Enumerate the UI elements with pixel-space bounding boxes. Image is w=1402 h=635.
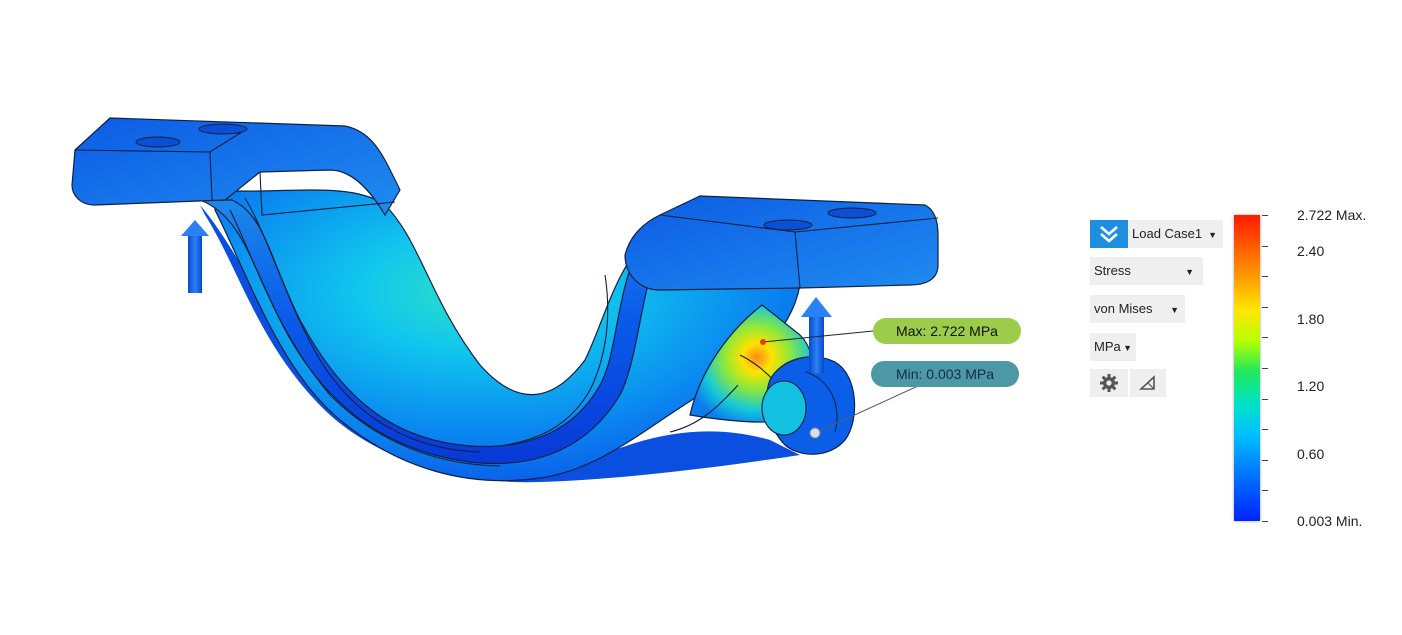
stress-type-dropdown[interactable]: von Mises ▼: [1090, 295, 1185, 323]
double-chevron-check-icon[interactable]: [1090, 220, 1128, 248]
legend-tick-mark: [1262, 368, 1268, 369]
legend-tick-mark: [1262, 245, 1268, 247]
stress-colormap-legend: [1234, 215, 1260, 521]
triangle-probe-icon: [1139, 375, 1155, 390]
legend-max-label: 2.722 Max.: [1297, 207, 1367, 223]
legend-tick-label: 0.60: [1297, 445, 1325, 462]
result-type-dropdown[interactable]: Stress ▼: [1090, 257, 1203, 285]
load-arrow-right: [801, 297, 832, 373]
unit-dropdown[interactable]: MPa ▼: [1090, 333, 1136, 361]
min-probe-point: [809, 427, 821, 439]
legend-min-label: 0.003 Min.: [1297, 513, 1363, 529]
bracket-arch: [200, 205, 800, 483]
legend-tick-mark: [1262, 306, 1268, 308]
legend-tick-mark: [1262, 276, 1268, 278]
legend-tick-mark: [1262, 337, 1268, 339]
legend-tick-label: 2.40: [1297, 243, 1325, 260]
legend-tick-mark: [1262, 521, 1268, 522]
gear-icon: [1100, 374, 1118, 392]
load-case-label: Load Case1: [1132, 226, 1203, 241]
chevron-down-icon: ▼: [1185, 267, 1194, 277]
stress-type-label: von Mises: [1094, 301, 1153, 316]
chevron-down-icon: ▼: [1170, 305, 1179, 315]
chevron-down-icon: ▼: [1123, 343, 1132, 353]
min-stress-label[interactable]: Min: 0.003 MPa: [871, 361, 1019, 387]
legend-tick-mark: [1262, 459, 1268, 461]
result-type-label: Stress: [1094, 263, 1131, 278]
probe-button[interactable]: [1130, 369, 1166, 397]
legend-tick-label: 1.80: [1297, 310, 1325, 327]
legend-tick-mark: [1262, 215, 1268, 216]
legend-tick-mark: [1262, 490, 1268, 492]
chevron-down-icon: ▼: [1208, 230, 1217, 240]
max-stress-label[interactable]: Max: 2.722 MPa: [873, 318, 1021, 344]
right-mount-plate: [624, 195, 939, 291]
legend-tick-mark: [1262, 429, 1268, 431]
load-arrow-left: [181, 220, 209, 293]
unit-label: MPa: [1094, 339, 1121, 354]
settings-button[interactable]: [1090, 369, 1128, 397]
legend-tick-label: 1.20: [1297, 378, 1325, 395]
load-case-dropdown[interactable]: Load Case1 ▼: [1128, 220, 1223, 248]
legend-tick-mark: [1262, 398, 1268, 400]
